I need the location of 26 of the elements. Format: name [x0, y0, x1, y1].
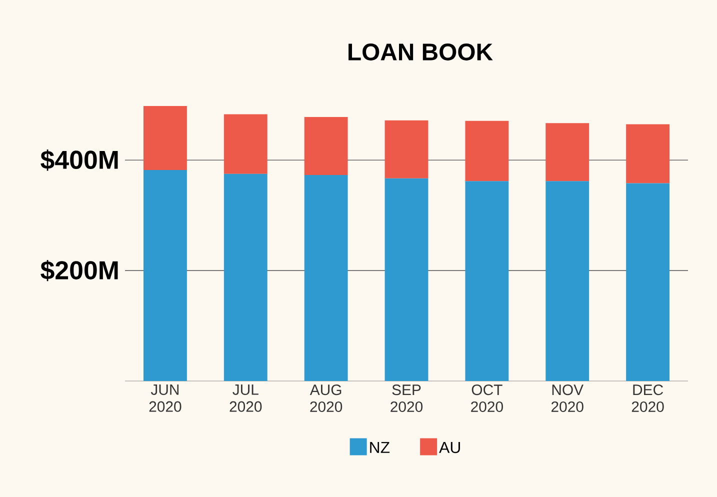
bar: [384, 120, 428, 178]
x-tick-label: JUN 2020: [149, 384, 182, 412]
bar: [465, 181, 509, 381]
x-tick-label: NOV 2020: [551, 384, 584, 412]
x-tick-label: SEP 2020: [390, 384, 423, 412]
bar: [224, 114, 268, 174]
x-tick-label: AUG 2020: [310, 384, 342, 412]
bar: [144, 106, 187, 170]
x-tick-label: JUL 2020: [230, 384, 262, 412]
legend-label: NZ: [370, 442, 390, 453]
bar: [224, 174, 268, 381]
bar: [546, 181, 590, 381]
bar: [626, 183, 670, 381]
chart-title: LOAN BOOK: [348, 44, 493, 60]
bar: [144, 170, 187, 381]
bar: [304, 117, 348, 176]
legend-label: AU: [439, 442, 460, 454]
x-tick-label: OCT 2020: [471, 384, 503, 412]
bar: [626, 124, 670, 184]
bar: [304, 175, 348, 381]
x-tick-label: DEC 2020: [632, 384, 664, 412]
y-tick-label: $200M: [40, 260, 118, 282]
bar: [465, 120, 509, 182]
bar: [546, 123, 590, 182]
y-tick-label: $400M: [40, 150, 118, 171]
bar: [384, 178, 428, 381]
